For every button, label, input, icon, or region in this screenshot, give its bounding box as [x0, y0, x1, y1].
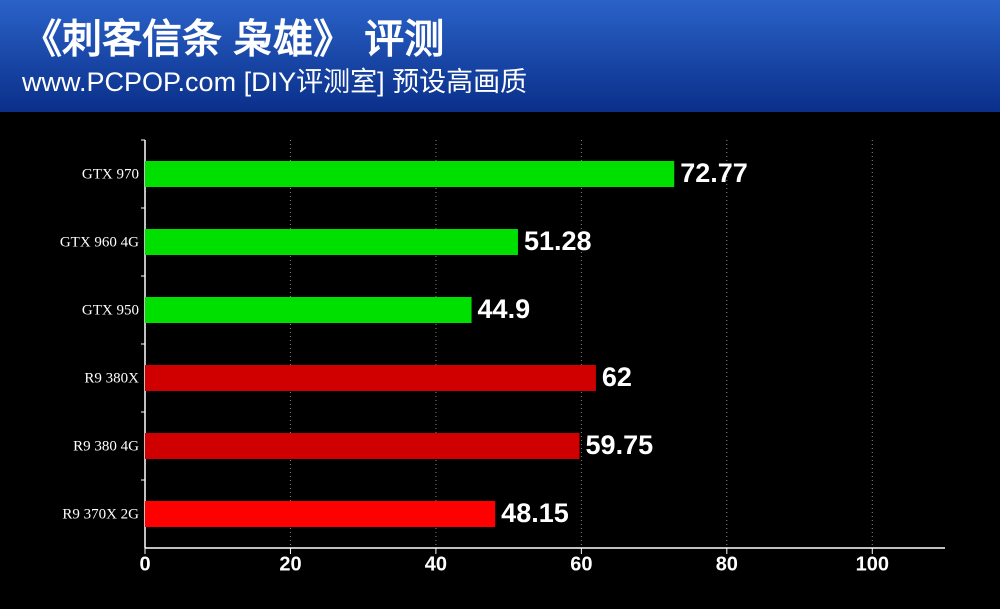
- y-tick-label: R9 380 4G: [73, 438, 139, 454]
- x-tick-label: 100: [856, 553, 889, 575]
- bar: [145, 501, 496, 527]
- x-tick-label: 80: [716, 553, 738, 575]
- data-label: 48.15: [501, 498, 569, 528]
- chart-subtitle: www.PCPOP.com [DIY评测室] 预设高画质: [21, 67, 527, 97]
- x-tick-label: 20: [279, 553, 301, 575]
- y-tick-label: R9 380X: [84, 370, 139, 386]
- bar: [145, 161, 675, 187]
- y-tick-label: GTX 970: [82, 166, 139, 182]
- x-tick-label: 0: [139, 553, 150, 575]
- data-label: 72.77: [680, 158, 748, 188]
- data-label: 51.28: [524, 226, 592, 256]
- header-band: [0, 0, 1000, 112]
- bar: [145, 433, 580, 459]
- y-tick-label: GTX 960 4G: [60, 234, 139, 250]
- x-tick-label: 60: [570, 553, 592, 575]
- bar: [145, 365, 596, 391]
- data-label: 44.9: [478, 294, 531, 324]
- bar: [145, 229, 518, 255]
- x-tick-label: 40: [425, 553, 447, 575]
- data-label: 62: [602, 362, 632, 392]
- y-tick-label: GTX 950: [82, 302, 139, 318]
- data-label: 59.75: [586, 430, 654, 460]
- bar: [145, 297, 472, 323]
- y-tick-label: R9 370X 2G: [62, 506, 139, 522]
- chart-title: 《刺客信条 枭雄》 评测: [22, 18, 444, 62]
